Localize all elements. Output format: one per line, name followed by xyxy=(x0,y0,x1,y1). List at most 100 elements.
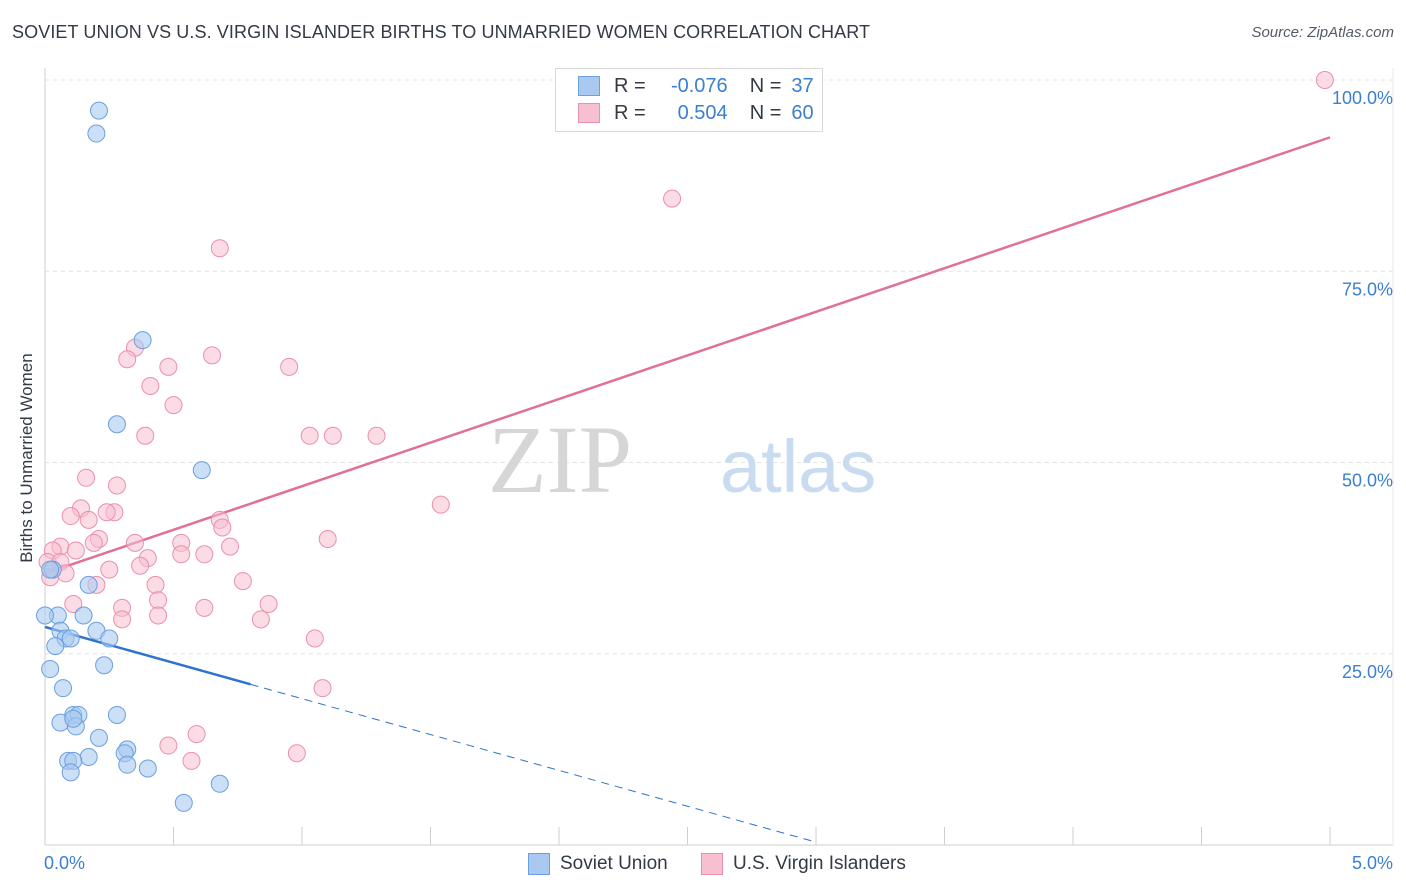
legend-row-soviet: R = -0.076 N = 37 xyxy=(578,73,814,99)
legend-n-label: N = xyxy=(749,74,782,97)
point-virgin xyxy=(61,507,80,526)
legend-r-value: 0.504 xyxy=(677,101,728,124)
legend-r-label: R = xyxy=(614,74,646,97)
point-virgin xyxy=(136,426,155,445)
point-virgin xyxy=(259,595,278,614)
point-soviet xyxy=(107,705,126,724)
point-virgin xyxy=(182,751,201,770)
point-virgin xyxy=(187,725,206,744)
y-tick-label: 75.0% xyxy=(1342,279,1393,299)
point-soviet xyxy=(107,415,126,434)
point-soviet xyxy=(61,763,80,782)
point-virgin xyxy=(159,736,178,755)
x-tick-label: 0.0% xyxy=(44,853,85,873)
source-label: Source: ZipAtlas.com xyxy=(1251,24,1394,41)
point-virgin xyxy=(159,357,178,376)
point-soviet xyxy=(87,124,106,143)
point-virgin xyxy=(172,545,191,564)
point-soviet xyxy=(46,637,65,656)
point-soviet xyxy=(192,461,211,480)
point-virgin xyxy=(323,426,342,445)
trend-lines xyxy=(44,136,1331,843)
point-virgin xyxy=(313,679,332,698)
legend-n-label: N = xyxy=(749,101,782,124)
bottom-legend-label-soviet: Soviet Union xyxy=(560,853,668,874)
chart-title: SOVIET UNION VS U.S. VIRGIN ISLANDER BIR… xyxy=(12,22,871,42)
legend-r-label: R = xyxy=(614,101,646,124)
point-virgin xyxy=(210,239,229,258)
trend-line-virgin xyxy=(44,136,1331,575)
watermark-atlas: atlas xyxy=(720,425,876,508)
point-virgin xyxy=(195,598,214,617)
legend-swatch-soviet xyxy=(578,76,600,96)
bottom-legend-label-virgin: U.S. Virgin Islanders xyxy=(733,853,906,874)
point-virgin xyxy=(149,606,168,625)
point-virgin xyxy=(84,533,103,552)
legend-r-value: -0.076 xyxy=(670,74,728,97)
point-soviet xyxy=(89,728,108,747)
point-soviet xyxy=(53,679,72,698)
point-virgin xyxy=(100,560,119,579)
point-virgin xyxy=(64,595,83,614)
gridlines xyxy=(45,79,1393,655)
y-tick-label: 50.0% xyxy=(1342,471,1393,491)
point-virgin xyxy=(367,426,386,445)
point-virgin xyxy=(141,377,160,395)
point-virgin xyxy=(1315,71,1334,89)
point-virgin xyxy=(149,591,168,610)
point-virgin xyxy=(131,556,150,575)
point-virgin xyxy=(305,629,324,648)
axes xyxy=(44,68,1394,846)
legend-row-virgin: R = 0.504 N = 60 xyxy=(578,100,814,126)
point-virgin xyxy=(107,476,126,495)
point-soviet xyxy=(79,575,98,594)
watermark-zip: ZIP xyxy=(488,406,632,513)
point-soviet xyxy=(79,748,98,767)
point-soviet xyxy=(89,101,108,120)
bottom-legend-virgin[interactable]: U.S. Virgin Islanders xyxy=(701,851,906,877)
y-tick-label: 100.0% xyxy=(1332,88,1393,108)
correlation-legend: R = -0.076 N = 37 R = 0.504 N = 60 xyxy=(555,68,823,132)
point-virgin xyxy=(113,610,132,629)
point-virgin xyxy=(663,189,682,208)
bottom-legend-swatch-virgin xyxy=(701,853,723,875)
point-virgin xyxy=(431,495,450,514)
point-virgin xyxy=(164,396,183,415)
point-virgin xyxy=(318,530,337,548)
point-soviet xyxy=(41,660,60,679)
bottom-legend-soviet[interactable]: Soviet Union xyxy=(528,851,668,877)
point-virgin xyxy=(251,610,270,629)
point-soviet xyxy=(138,759,157,778)
point-soviet xyxy=(118,755,137,774)
point-soviet xyxy=(64,709,83,728)
bottom-legend-swatch-soviet xyxy=(528,853,550,875)
point-virgin xyxy=(118,350,137,369)
trend-line-soviet-extension xyxy=(250,683,817,843)
point-soviet xyxy=(41,560,60,579)
point-virgin xyxy=(203,346,222,365)
point-virgin xyxy=(125,533,144,552)
point-virgin xyxy=(97,503,116,522)
x-tick-label: 5.0% xyxy=(1352,853,1393,873)
point-virgin xyxy=(221,537,240,556)
tick-labels: 25.0% 50.0% 75.0% 100.0% 0.0% 5.0% xyxy=(44,88,1393,873)
point-soviet xyxy=(174,793,193,812)
point-virgin xyxy=(66,541,85,560)
point-soviet xyxy=(100,629,119,648)
point-virgin xyxy=(213,518,232,537)
point-virgin xyxy=(287,744,306,763)
point-soviet xyxy=(74,606,93,625)
point-virgin xyxy=(77,468,96,487)
point-virgin xyxy=(79,510,98,529)
point-soviet xyxy=(61,629,80,648)
y-axis-label: Births to Unmarried Women xyxy=(17,353,36,563)
point-virgin xyxy=(233,572,252,591)
point-soviet xyxy=(133,331,152,350)
legend-swatch-virgin xyxy=(578,103,600,123)
virgin-points xyxy=(38,71,1334,770)
point-soviet xyxy=(95,656,114,675)
point-virgin xyxy=(280,357,299,376)
soviet-points xyxy=(36,101,229,812)
point-soviet xyxy=(36,606,54,625)
